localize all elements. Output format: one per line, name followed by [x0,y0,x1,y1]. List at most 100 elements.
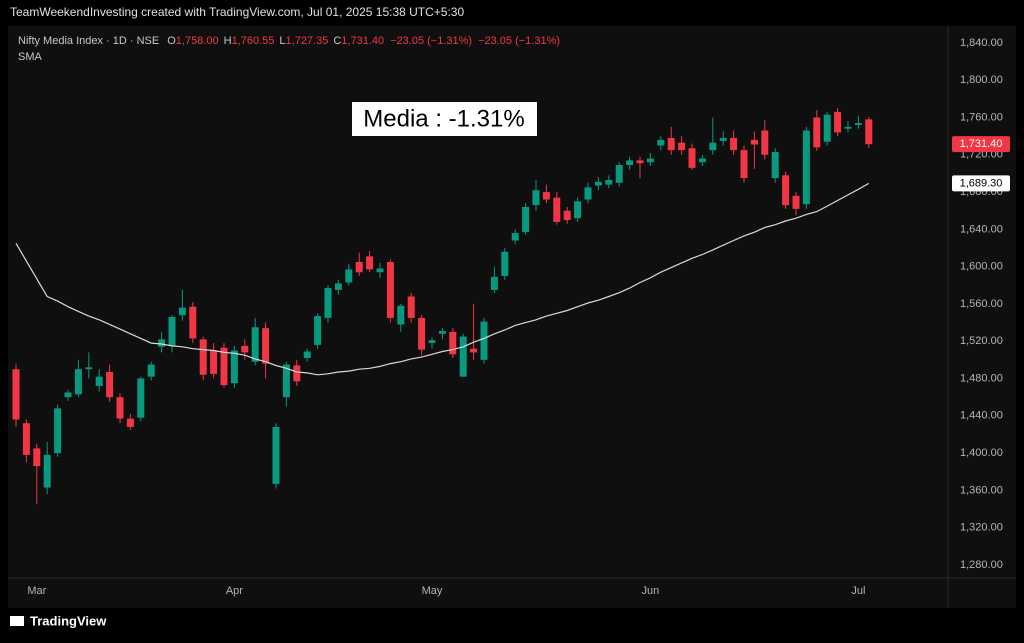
candle-body [376,268,384,273]
legend-change: −23.05 (−1.31%) [390,35,472,47]
candle-body [823,114,831,142]
candle-body [199,339,207,375]
candle-body [542,192,550,200]
x-tick-label: Mar [27,585,46,597]
candle-body [532,190,540,206]
y-tick-label: 1,360.00 [960,484,1003,496]
candle-body [418,317,426,350]
candle-body [230,350,238,384]
y-tick-label: 1,840.00 [960,37,1003,49]
candle-body [397,305,405,325]
candle-body [428,340,436,344]
legend-symbol: Nifty Media Index · 1D · NSE [18,35,159,47]
candle-body [293,365,301,382]
candle-body [12,369,20,420]
candle-body [147,364,155,377]
candle-body [792,195,800,209]
candle-body [178,307,186,316]
candle-body [709,142,717,151]
candle-body [438,330,446,334]
y-tick-label: 1,760.00 [960,111,1003,123]
candle-body [636,160,644,164]
y-tick-label: 1,400.00 [960,447,1003,459]
candle-body [64,392,72,398]
y-tick-label: 1,800.00 [960,74,1003,86]
x-tick-label: Apr [226,585,243,597]
candle-body [22,423,30,455]
candle-body [345,269,353,283]
candle-body [459,336,467,377]
candle-body [626,160,634,166]
candle-body [210,350,218,374]
candle-body [678,142,686,151]
candle-body [126,418,134,427]
candle-body [688,148,696,168]
legend-field-label: O [167,35,176,47]
y-tick-label: 1,480.00 [960,372,1003,384]
candle-body [334,283,342,290]
candle-body [116,397,124,419]
candle-body [865,119,873,145]
candle-body [782,175,790,206]
candle-body [667,138,675,151]
candle-body [719,138,727,141]
sma-legend: SMA [18,51,43,63]
candle-body [480,321,488,360]
y-tick-label: 1,280.00 [960,559,1003,571]
candle-body [854,123,862,125]
y-tick-label: 1,600.00 [960,261,1003,273]
candle-body [33,448,41,467]
y-tick-label: 1,560.00 [960,298,1003,310]
candle-body [490,276,498,290]
x-tick-label: Jun [642,585,660,597]
candle-body [657,139,665,146]
candle-body [314,316,322,345]
candle-body [241,345,249,353]
candle-body [646,158,654,163]
candle-body [470,348,478,353]
candle-body [168,316,176,346]
x-tick-label: Jul [851,585,865,597]
legend-change: −23.05 (−1.31%) [478,35,560,47]
candle-body [262,328,270,364]
candle-body [511,233,519,241]
legend: Nifty Media Index · 1D · NSE O1,758.00 H 1,… [18,35,560,47]
sma-line [15,182,870,376]
y-tick-label: 1,320.00 [960,522,1003,534]
candle-body [615,165,623,183]
legend-field-value: 1,727.35 [286,35,329,47]
candle-body [282,364,290,398]
y-tick-label: 1,520.00 [960,335,1003,347]
legend-field-label: C [333,35,341,47]
legend-field-value: 1,758.00 [176,35,219,47]
y-tick-label: 1,440.00 [960,410,1003,422]
annotation-box [352,102,537,136]
price-label-box [952,175,1010,192]
candle-body [54,408,62,454]
candle-body [761,130,769,155]
candle-body [324,288,332,318]
candle-body [522,206,530,233]
legend-field-value: 1,731.40 [341,35,384,47]
candle-body [386,261,394,318]
candle-body [106,371,114,398]
candle-body [698,158,706,163]
candle-body [594,181,602,186]
candle-body [251,327,259,362]
price-label: 1,689.30 [960,177,1003,189]
candle-body [220,347,228,386]
candle-body [813,117,821,148]
y-tick-label: 1,640.00 [960,223,1003,235]
legend-field-label: L [279,35,285,47]
candle-body [158,339,166,347]
candle-body [85,367,93,370]
legend-field-label: H [224,35,232,47]
candle-body [43,454,51,488]
candle-body [771,151,779,179]
candle-body [802,130,810,205]
candle-body [355,261,363,273]
candle-body [137,378,145,418]
candle-body [740,150,748,179]
